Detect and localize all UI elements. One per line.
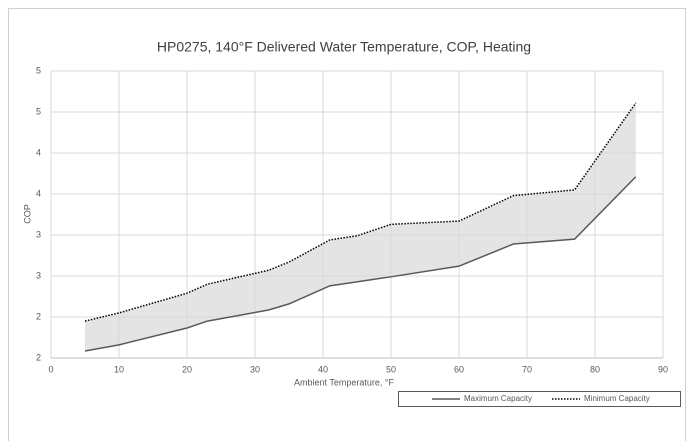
y-tick-label: 2 bbox=[36, 311, 41, 321]
y-tick-label: 2 bbox=[36, 352, 41, 362]
x-tick-label: 50 bbox=[386, 364, 396, 374]
chart-title: HP0275, 140°F Delivered Water Temperatur… bbox=[157, 39, 531, 55]
x-tick-label: 0 bbox=[48, 364, 53, 374]
x-tick-label: 20 bbox=[182, 364, 192, 374]
x-tick-label: 10 bbox=[114, 364, 124, 374]
y-tick-label: 5 bbox=[36, 65, 41, 75]
y-tick-label: 4 bbox=[36, 188, 41, 198]
y-tick-label: 3 bbox=[36, 270, 41, 280]
x-tick-label: 60 bbox=[454, 364, 464, 374]
legend-label: Maximum Capacity bbox=[464, 394, 532, 403]
series-line bbox=[84, 102, 637, 322]
x-tick-label: 70 bbox=[522, 364, 532, 374]
series-line bbox=[84, 176, 637, 352]
x-tick-label: 40 bbox=[318, 364, 328, 374]
y-tick-label: 3 bbox=[36, 229, 41, 239]
band-area bbox=[85, 102, 636, 352]
x-axis-label: Ambient Temperature, °F bbox=[294, 377, 394, 387]
y-tick-label: 4 bbox=[36, 147, 41, 157]
y-tick-label: 5 bbox=[36, 106, 41, 116]
x-tick-label: 80 bbox=[590, 364, 600, 374]
legend bbox=[398, 391, 681, 407]
x-tick-label: 30 bbox=[250, 364, 260, 374]
x-tick-label: 90 bbox=[658, 364, 668, 374]
y-axis-label: COP bbox=[22, 204, 32, 224]
legend-label: Minimum Capacity bbox=[584, 394, 650, 403]
